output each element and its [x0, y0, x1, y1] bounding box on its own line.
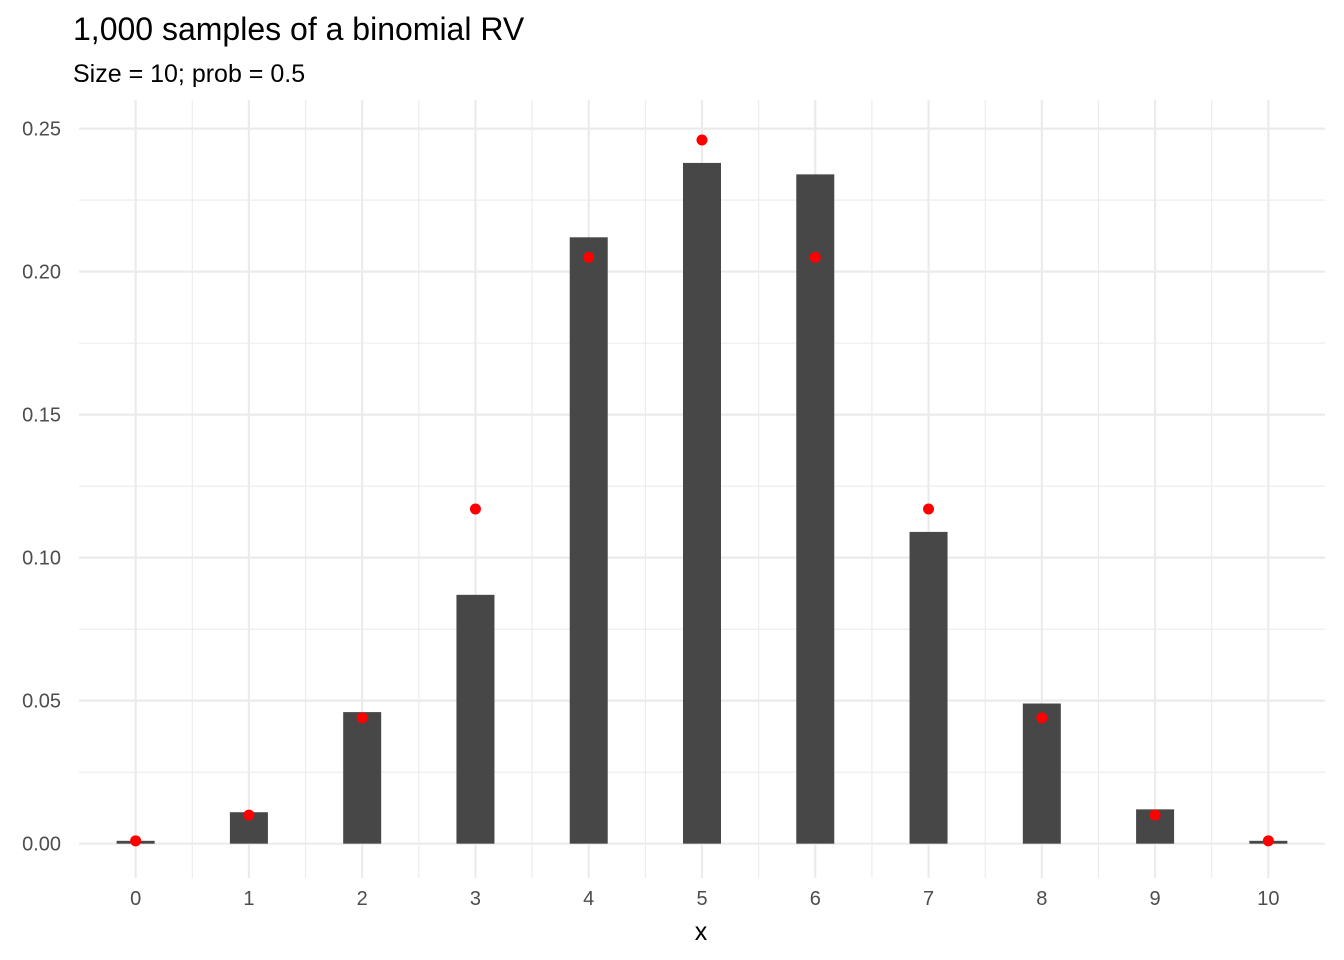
point — [809, 251, 821, 263]
y-tick-label: 0.00 — [22, 834, 61, 856]
points — [130, 134, 1274, 847]
chart-subtitle: Size = 10; prob = 0.5 — [73, 60, 305, 88]
bar — [456, 594, 495, 844]
x-tick-label: 5 — [696, 888, 707, 910]
y-tick-label: 0.05 — [22, 691, 61, 713]
x-tick-label: 9 — [1150, 888, 1161, 910]
y-tick-label: 0.15 — [22, 405, 61, 427]
x-axis-ticks: 0 1 2 3 4 5 6 7 8 9 10 — [130, 888, 1279, 910]
point — [923, 503, 935, 515]
x-tick-label: 6 — [810, 888, 821, 910]
bar — [569, 237, 608, 844]
bars — [116, 162, 1288, 844]
x-tick-label: 2 — [357, 888, 368, 910]
point — [1036, 712, 1048, 724]
point — [243, 809, 255, 821]
bar — [909, 531, 948, 844]
point — [696, 134, 708, 146]
point — [583, 251, 595, 263]
x-tick-label: 7 — [923, 888, 934, 910]
y-tick-label: 0.10 — [22, 548, 61, 570]
x-tick-label: 3 — [470, 888, 481, 910]
point — [130, 835, 142, 847]
point — [1262, 835, 1274, 847]
point — [1149, 809, 1161, 821]
bar — [1022, 703, 1061, 844]
y-tick-label: 0.20 — [22, 262, 61, 284]
x-tick-label: 4 — [583, 888, 594, 910]
point — [356, 712, 368, 724]
y-axis-ticks: 0.00 0.05 0.10 0.15 0.20 0.25 — [22, 119, 61, 856]
point — [469, 503, 481, 515]
x-axis-title: x — [695, 918, 708, 946]
bar — [796, 174, 835, 844]
bar — [683, 162, 721, 844]
x-tick-label: 0 — [130, 888, 141, 910]
x-tick-label: 1 — [243, 888, 254, 910]
bar — [343, 712, 382, 844]
y-tick-label: 0.25 — [22, 119, 61, 141]
chart-title: 1,000 samples of a binomial RV — [73, 11, 525, 47]
x-tick-label: 10 — [1257, 888, 1279, 910]
x-tick-label: 8 — [1036, 888, 1047, 910]
